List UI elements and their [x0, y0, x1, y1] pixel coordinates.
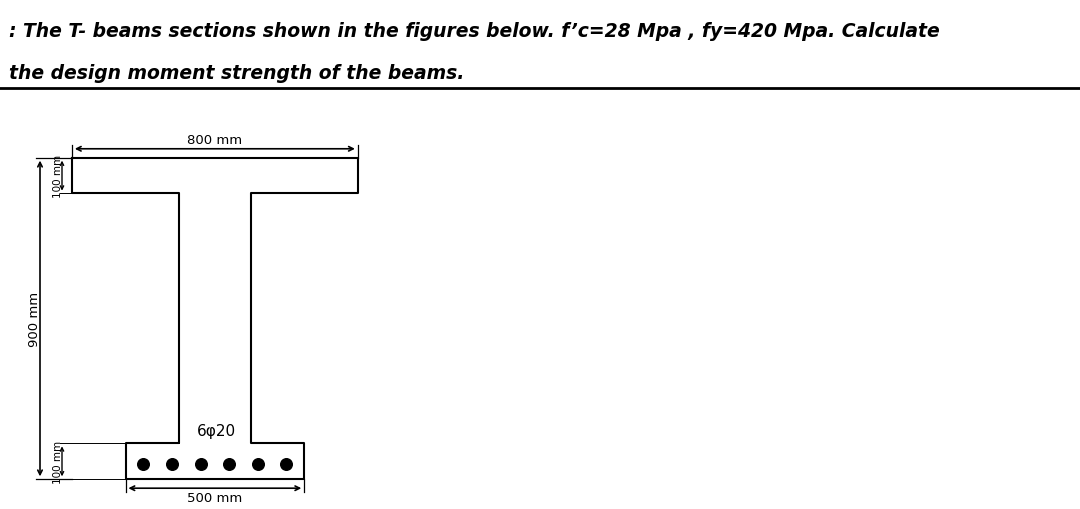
- Text: 900 mm: 900 mm: [27, 291, 41, 346]
- Text: : The T- beams sections shown in the figures below. f’c=28 Mpa , fy=420 Mpa. Cal: : The T- beams sections shown in the fig…: [9, 22, 940, 41]
- Text: the design moment strength of the beams.: the design moment strength of the beams.: [9, 64, 464, 83]
- Text: 100 mm: 100 mm: [53, 155, 63, 198]
- Text: 6φ20: 6φ20: [198, 423, 237, 439]
- Point: [192, 460, 210, 468]
- Point: [163, 460, 180, 468]
- Point: [249, 460, 267, 468]
- Point: [278, 460, 295, 468]
- Point: [135, 460, 152, 468]
- Text: 800 mm: 800 mm: [187, 133, 242, 147]
- Text: 100 mm: 100 mm: [53, 440, 63, 483]
- Point: [220, 460, 238, 468]
- Text: 500 mm: 500 mm: [187, 491, 243, 504]
